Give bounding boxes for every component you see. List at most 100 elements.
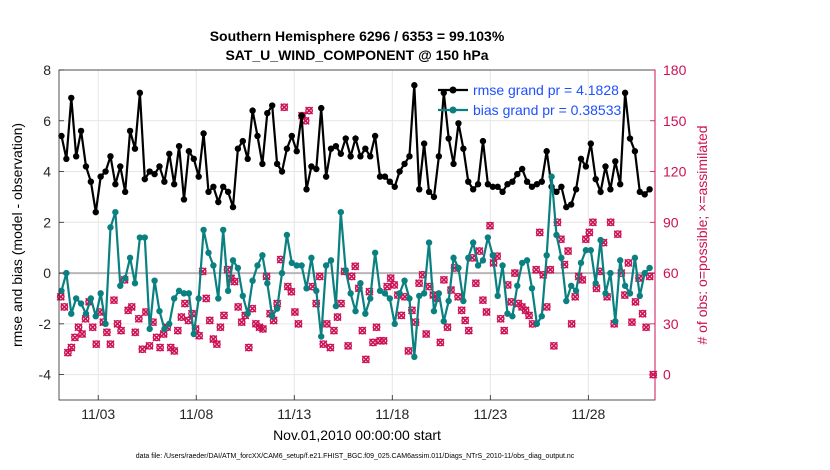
obs-possible-marker [198, 267, 207, 276]
rmse-point [641, 191, 648, 198]
bias-point [617, 257, 624, 264]
bias-point [72, 295, 80, 302]
obs-possible-marker [177, 313, 186, 321]
x-tick-label: 11/18 [375, 406, 409, 422]
y2-tick-label: 90 [663, 214, 679, 230]
obs-assimilated-marker [638, 309, 647, 318]
rmse-point [102, 168, 109, 175]
bias-point [548, 173, 555, 180]
obs-possible-marker [322, 319, 331, 328]
obs-assimilated-marker [613, 230, 622, 239]
obs-possible-marker [326, 343, 335, 352]
obs-possible-marker [333, 313, 342, 321]
obs-possible-marker [305, 106, 314, 115]
rmse-point [543, 148, 550, 155]
legend-label: rmse grand pr = 4.1828 [473, 82, 619, 98]
bias-point [558, 254, 565, 262]
y2-tick-label: 120 [663, 164, 687, 180]
y2-tick-label: 30 [663, 316, 679, 332]
bias-point [509, 313, 516, 320]
bias-point [303, 285, 310, 292]
obs-assimilated-marker [496, 314, 505, 323]
obs-assimilated-marker [244, 343, 253, 352]
bias-point [269, 313, 276, 320]
rmse-point [440, 89, 447, 97]
bias-point [538, 313, 545, 320]
obs-assimilated-marker [237, 318, 246, 327]
obs-assimilated-marker [67, 343, 76, 352]
rmse-point [151, 170, 158, 178]
rmse-point [293, 148, 300, 155]
obs-possible-marker [521, 306, 530, 315]
obs-assimilated-marker [397, 311, 406, 320]
bias-point [435, 290, 443, 297]
bias-point [205, 249, 212, 256]
axes: 11/03 11/08 11/13 11/18 11/23 11/28 -4 -2 0 2 4 6 8 0… [39, 62, 687, 422]
rmse-point [563, 203, 570, 211]
obs-possible-marker [63, 348, 72, 357]
obs-possible-marker [443, 323, 452, 332]
bias-point [381, 290, 389, 297]
obs-possible-marker [60, 303, 69, 311]
bias-point [215, 295, 222, 302]
rmse-point [376, 173, 384, 180]
obs-assimilated-marker [88, 323, 97, 332]
rmse-point [607, 186, 614, 193]
obs-possible-marker [440, 275, 448, 284]
obs-possible-marker [379, 336, 388, 345]
rmse-point [337, 150, 345, 157]
y-tick-label: 4 [43, 164, 51, 180]
bias-point [107, 224, 114, 231]
bias-point [254, 262, 261, 269]
rmse-point [97, 173, 104, 180]
obs-possible-marker [74, 323, 83, 332]
obs-assimilated-marker [386, 274, 395, 283]
grid [59, 69, 655, 400]
obs-assimilated-marker [578, 275, 587, 284]
bias-point [332, 302, 340, 310]
y2-tick-label: 180 [663, 62, 687, 78]
rmse-point [269, 102, 276, 109]
obs-assimilated-marker [581, 235, 590, 244]
obs-assimilated-marker [379, 336, 388, 345]
rmse-point [582, 163, 590, 170]
obs-assimilated-marker [287, 287, 296, 296]
rmse-point [504, 181, 511, 188]
obs-assimilated-marker [422, 329, 431, 339]
obs-possible-marker [209, 335, 218, 343]
bias-point [592, 280, 599, 287]
bias-point [587, 247, 594, 254]
rmse-point [161, 178, 168, 185]
bias-point [68, 310, 75, 317]
rmse-point [244, 155, 251, 163]
rmse-point [514, 170, 521, 178]
rmse-point [450, 160, 457, 168]
obs-possible-marker [422, 330, 431, 338]
obs-possible-marker [230, 277, 239, 286]
rmse-point [499, 188, 506, 196]
bias-point [77, 300, 85, 307]
bias-point [322, 262, 330, 269]
y2-tick-label: 60 [663, 265, 679, 281]
bias-point [577, 259, 585, 267]
obs-possible-marker [581, 235, 590, 244]
rmse-point [396, 168, 403, 175]
obs-possible-marker [202, 294, 211, 303]
obs-assimilated-marker [219, 311, 229, 320]
obs-assimilated-marker [131, 328, 140, 337]
bias-point [278, 269, 286, 277]
rmse-point [288, 132, 296, 140]
obs-possible-marker [131, 328, 140, 337]
obs-assimilated-marker [202, 294, 211, 303]
bias-point [514, 282, 521, 289]
rmse-point [322, 173, 330, 180]
obs-assimilated-marker [464, 326, 473, 335]
rmse-point [455, 120, 462, 127]
bias-point [411, 353, 418, 361]
bias-point [607, 269, 614, 277]
rmse-point [219, 183, 227, 190]
obs-possible-marker [464, 326, 473, 335]
obs-assimilated-marker [485, 221, 495, 230]
bias-point [518, 259, 526, 267]
